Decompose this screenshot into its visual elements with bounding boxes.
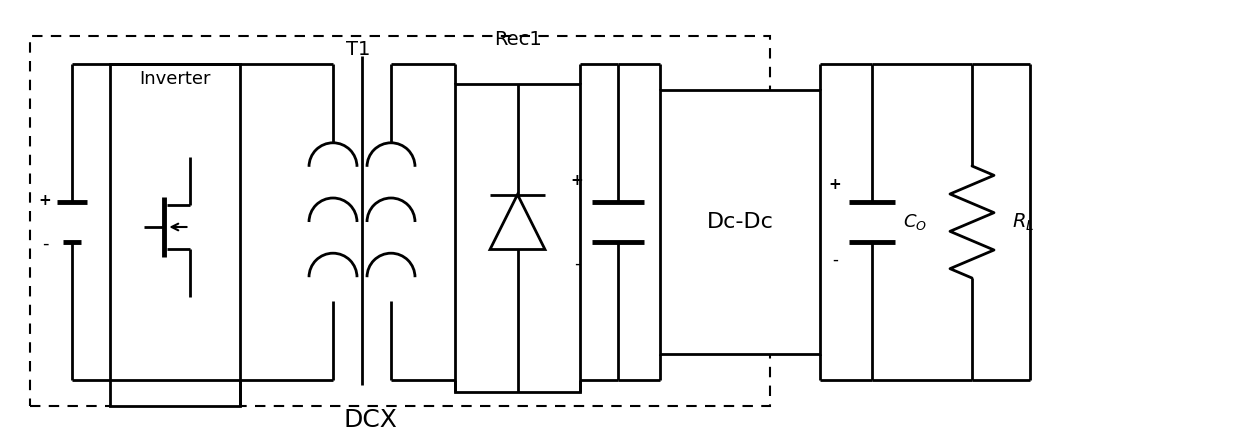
Polygon shape bbox=[490, 194, 546, 250]
Text: +: + bbox=[570, 173, 583, 187]
Text: Inverter: Inverter bbox=[139, 70, 211, 88]
Text: +: + bbox=[828, 177, 842, 191]
Text: -: - bbox=[832, 251, 838, 269]
Text: T1: T1 bbox=[346, 40, 371, 59]
Text: DCX: DCX bbox=[343, 408, 397, 432]
Bar bbox=[455, 84, 580, 392]
Text: Rec1: Rec1 bbox=[494, 29, 542, 48]
Text: $C_O$: $C_O$ bbox=[903, 212, 928, 232]
Text: -: - bbox=[42, 235, 48, 253]
Text: -: - bbox=[574, 255, 580, 273]
Text: Dc-Dc: Dc-Dc bbox=[707, 212, 774, 232]
Text: $R_L$: $R_L$ bbox=[1012, 211, 1034, 233]
Bar bbox=[110, 64, 241, 406]
Bar bbox=[660, 90, 820, 354]
Text: +: + bbox=[38, 193, 51, 207]
